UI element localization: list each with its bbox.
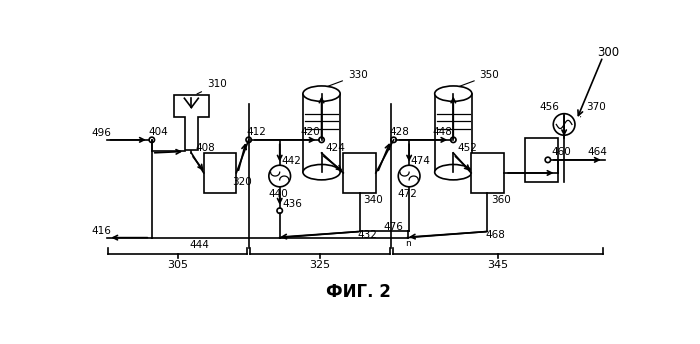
Text: 436: 436 [282,199,302,209]
Text: 464: 464 [587,147,608,157]
Text: 408: 408 [195,143,215,153]
Circle shape [553,114,575,135]
Text: 320: 320 [232,177,253,187]
Circle shape [318,137,324,142]
Text: 440: 440 [268,189,288,199]
Bar [303,94,340,172]
Text: 330: 330 [328,70,368,86]
Text: 428: 428 [390,127,410,137]
Text: 424: 424 [326,143,345,153]
Text: 472: 472 [398,189,417,199]
Circle shape [451,137,456,142]
Text: 370: 370 [580,103,606,117]
Text: 325: 325 [309,260,330,270]
Text: 444: 444 [190,239,210,249]
Text: 448: 448 [433,127,452,137]
Bar [343,153,376,193]
Text: 360: 360 [491,195,511,205]
Text: 305: 305 [167,260,188,270]
Text: 420: 420 [301,127,321,137]
Text: 432: 432 [357,229,377,239]
Polygon shape [174,95,209,150]
Bar [204,153,237,193]
Text: 474: 474 [411,155,430,165]
Text: 456: 456 [540,103,559,112]
Text: 460: 460 [552,147,572,157]
Text: 412: 412 [246,127,267,137]
Text: 442: 442 [281,155,301,165]
Circle shape [246,137,251,142]
Circle shape [149,137,155,142]
Circle shape [545,157,551,163]
Ellipse shape [303,86,340,101]
Text: 300: 300 [597,46,620,59]
Text: ФИГ. 2: ФИГ. 2 [326,282,391,301]
Text: 340: 340 [363,195,384,205]
Circle shape [277,208,282,213]
Text: 476: 476 [384,222,404,232]
Bar [435,94,472,172]
Text: 416: 416 [92,226,111,236]
Text: 496: 496 [92,128,111,138]
Text: 452: 452 [457,143,477,153]
Ellipse shape [435,164,472,180]
Text: 310: 310 [197,79,227,94]
Ellipse shape [435,86,472,101]
Text: 404: 404 [148,127,168,137]
Text: 350: 350 [459,70,499,86]
Text: 345: 345 [487,260,508,270]
Circle shape [398,165,420,187]
Ellipse shape [303,164,340,180]
Bar [526,138,558,182]
Circle shape [391,137,396,142]
Text: n: n [405,239,410,248]
Bar [471,153,504,193]
Circle shape [269,165,290,187]
Text: 468: 468 [485,229,505,239]
